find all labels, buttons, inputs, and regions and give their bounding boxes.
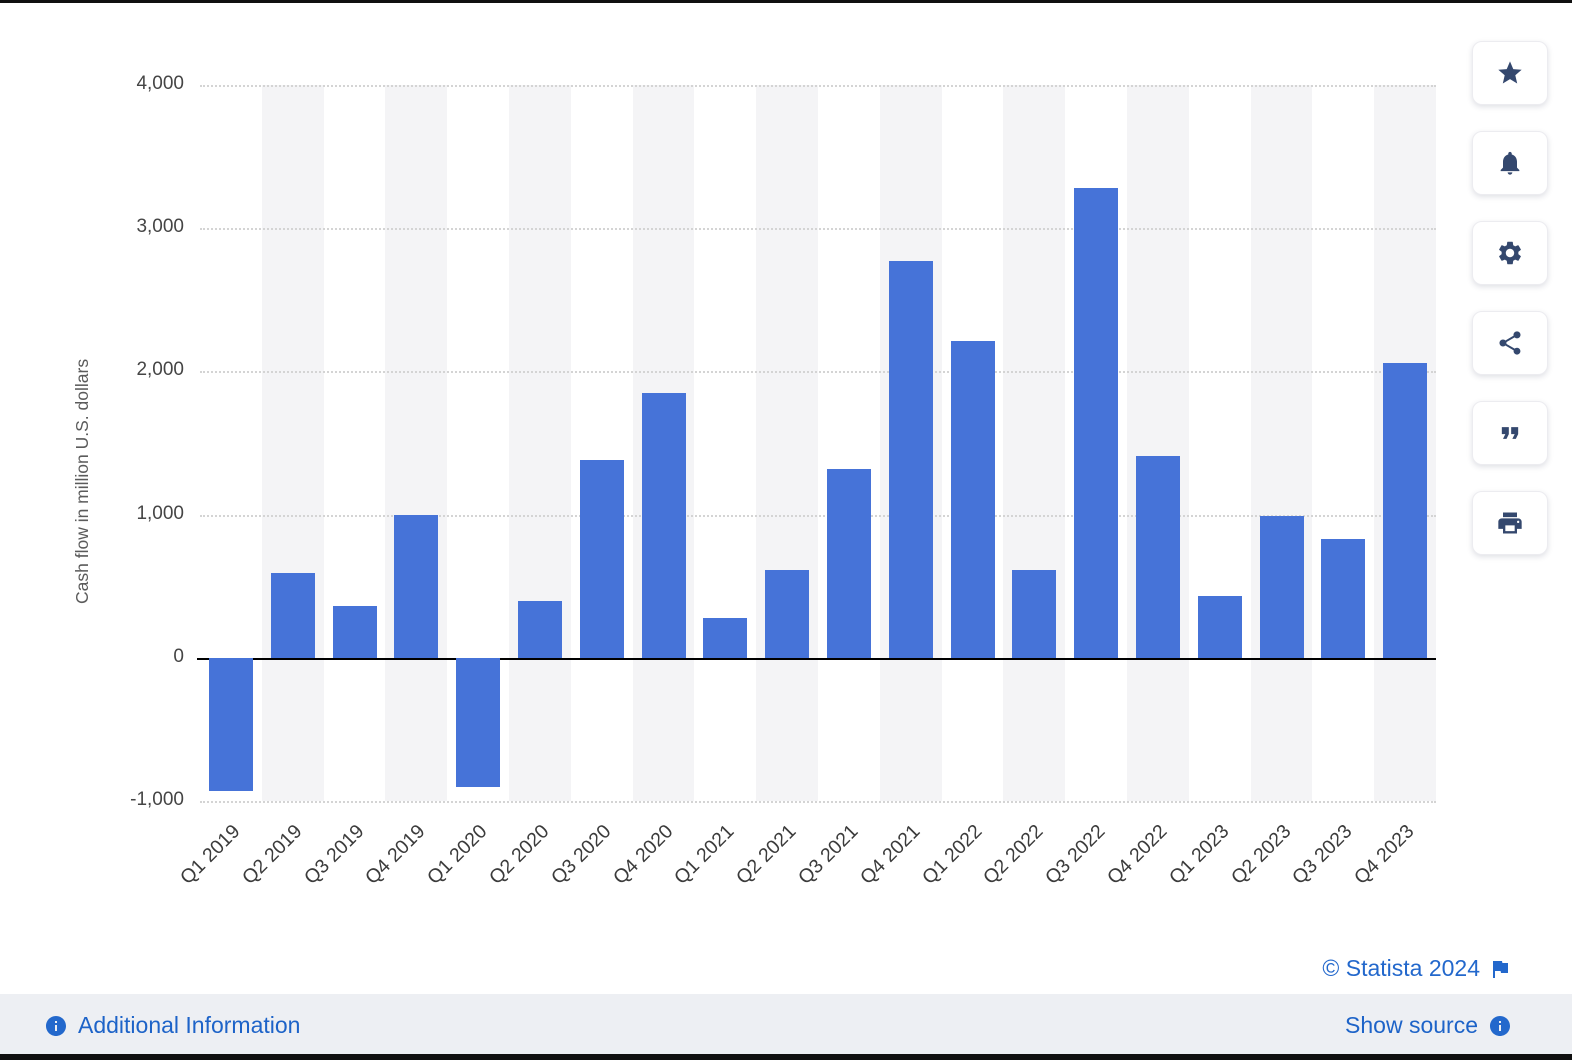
action-toolbar: [1472, 41, 1548, 555]
copyright-label: © Statista 2024: [1322, 955, 1480, 981]
show-source-label: Show source: [1345, 1012, 1478, 1038]
y-axis-title: Cash flow in million U.S. dollars: [72, 358, 92, 604]
bar-q1-2023[interactable]: [1197, 596, 1242, 658]
additional-information-label: Additional Information: [78, 1012, 301, 1038]
y-tick-label: 4,000: [136, 73, 184, 94]
bar-q4-2023[interactable]: [1383, 362, 1428, 658]
zero-axis-line: [197, 657, 1436, 660]
bar-q3-2022[interactable]: [1074, 188, 1119, 658]
footer-bar: [0, 994, 1572, 1054]
bar-q4-2022[interactable]: [1135, 455, 1180, 658]
gear-icon: [1499, 241, 1521, 265]
bar-q1-2019[interactable]: [208, 657, 253, 791]
quote-icon: [1501, 427, 1519, 439]
gridline: [200, 801, 1436, 803]
info-icon: [1490, 1015, 1510, 1036]
bar-q2-2020[interactable]: [517, 600, 562, 658]
bar-q4-2019[interactable]: [394, 514, 439, 658]
cite-button[interactable]: [1472, 401, 1548, 465]
column-stripe: [385, 85, 448, 801]
bar-q1-2021[interactable]: [703, 617, 748, 658]
flag-icon: [1493, 960, 1508, 978]
bar-q1-2022[interactable]: [950, 341, 995, 658]
gridline: [200, 228, 1436, 231]
bar-q2-2023[interactable]: [1259, 516, 1304, 658]
notifications-button[interactable]: [1472, 131, 1548, 195]
bar-q2-2019[interactable]: [270, 573, 315, 658]
bar-q3-2021[interactable]: [826, 468, 871, 658]
bell-icon: [1500, 151, 1520, 175]
share-button[interactable]: [1472, 311, 1548, 375]
settings-button[interactable]: [1472, 221, 1548, 285]
column-stripe: [1250, 85, 1313, 801]
column-stripe: [509, 85, 571, 801]
y-tick-label: 2,000: [136, 359, 184, 381]
gridline: [200, 85, 1436, 87]
y-tick-label: -1,000: [130, 789, 184, 810]
bar-q3-2019[interactable]: [332, 606, 377, 658]
info-icon: [46, 1015, 66, 1036]
bar-q2-2022[interactable]: [1012, 570, 1057, 658]
column-stripe: [261, 85, 324, 801]
gridline: [200, 514, 1436, 517]
y-tick-label: 0: [173, 645, 184, 667]
column-stripe: [1003, 85, 1066, 801]
share-icon: [1499, 331, 1521, 355]
bar-q4-2020[interactable]: [641, 392, 686, 658]
statista-copyright-link[interactable]: © Statista 2024: [1322, 955, 1512, 982]
plot-area: [197, 85, 1436, 803]
bar-q1-2020[interactable]: [456, 657, 501, 787]
column-stripe: [756, 85, 818, 801]
column-stripe: [1127, 85, 1189, 801]
y-tick-label: 1,000: [136, 502, 184, 524]
favorite-button[interactable]: [1472, 41, 1548, 105]
gridline: [200, 371, 1436, 374]
star-icon: [1498, 61, 1522, 84]
bar-q4-2021[interactable]: [888, 261, 933, 658]
print-button[interactable]: [1472, 491, 1548, 555]
additional-information-link[interactable]: Additional Information: [44, 1012, 300, 1039]
show-source-link[interactable]: Show source: [1345, 1012, 1512, 1039]
bar-q3-2023[interactable]: [1321, 538, 1366, 658]
printer-icon: [1498, 512, 1522, 534]
bar-q3-2020[interactable]: [579, 460, 624, 658]
bar-q2-2021[interactable]: [765, 570, 810, 658]
y-tick-label: 3,000: [136, 216, 184, 238]
